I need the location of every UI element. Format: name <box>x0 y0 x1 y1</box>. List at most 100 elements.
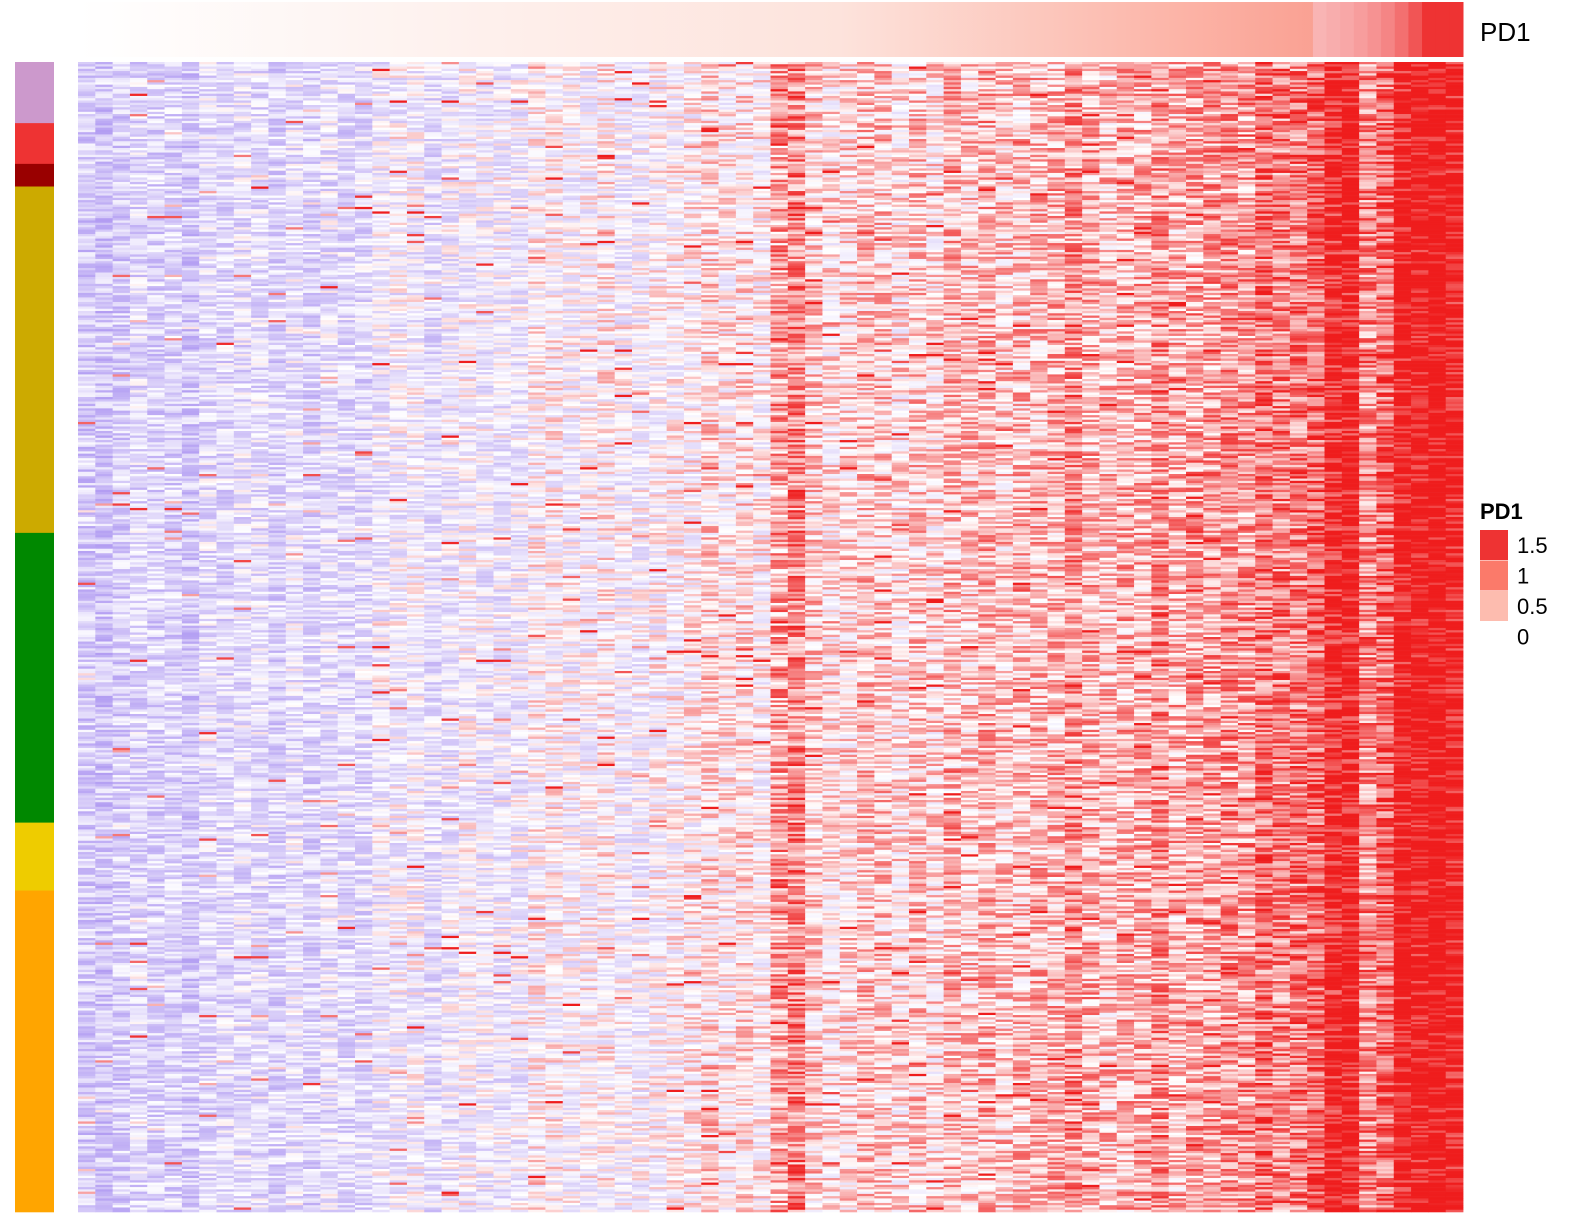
heatmap-cell <box>1394 62 1412 65</box>
heatmap-cell <box>632 114 650 117</box>
heatmap-cell <box>372 112 390 115</box>
heatmap-cell <box>1169 89 1187 92</box>
heatmap-cell <box>1376 128 1394 131</box>
heatmap-cell <box>1186 110 1204 113</box>
heatmap-cell <box>459 134 477 137</box>
heatmap-cell <box>355 67 373 70</box>
heatmap-cell <box>719 116 737 119</box>
heatmap-cell <box>303 146 321 149</box>
heatmap-cell <box>1325 100 1343 103</box>
heatmap-cell <box>857 123 875 126</box>
heatmap-cell <box>1203 130 1221 133</box>
heatmap-cell <box>753 125 771 128</box>
heatmap-cell <box>632 62 650 65</box>
heatmap-cell <box>303 87 321 90</box>
heatmap-cell <box>390 82 408 85</box>
heatmap-cell <box>182 62 200 65</box>
heatmap-cell <box>961 134 979 137</box>
heatmap-cell <box>1169 82 1187 85</box>
heatmap-cell <box>303 96 321 99</box>
heatmap-cell <box>597 71 615 74</box>
heatmap-cell <box>615 64 633 67</box>
heatmap-cell <box>701 96 719 99</box>
heatmap-cell <box>1290 96 1308 99</box>
heatmap-cell <box>545 130 563 133</box>
heatmap-cell <box>130 132 148 135</box>
heatmap-cell <box>1411 89 1429 92</box>
heatmap-cell <box>355 96 373 99</box>
heatmap-cell <box>961 128 979 131</box>
heatmap-cell <box>511 91 529 94</box>
heatmap-cell <box>996 62 1014 65</box>
heatmap-cell <box>130 146 148 149</box>
heatmap-cell <box>667 134 685 137</box>
heatmap-cell <box>1048 85 1066 88</box>
heatmap-cell <box>182 107 200 110</box>
heatmap-cell <box>1342 87 1360 90</box>
heatmap-cell <box>476 67 494 70</box>
heatmap-cell <box>78 94 96 97</box>
heatmap-cell <box>788 128 806 131</box>
heatmap-cell <box>95 139 113 142</box>
heatmap-cell <box>494 116 512 119</box>
heatmap-cell <box>701 132 719 135</box>
heatmap-cell <box>649 82 667 85</box>
heatmap-cell <box>805 139 823 142</box>
heatmap-cell <box>372 116 390 119</box>
heatmap-cell <box>1013 125 1031 128</box>
heatmap-cell <box>857 107 875 110</box>
heatmap-cell <box>130 94 148 97</box>
heatmap-cell <box>1134 67 1152 70</box>
heatmap-cell <box>234 62 252 65</box>
heatmap-cell <box>1376 105 1394 108</box>
heatmap-cell <box>1446 107 1464 110</box>
heatmap-cell <box>372 121 390 124</box>
heatmap-cell <box>684 105 702 108</box>
heatmap-cell <box>165 116 183 119</box>
heatmap-cell <box>1203 134 1221 137</box>
heatmap-cell <box>1151 134 1169 137</box>
heatmap-cell <box>978 144 996 147</box>
heatmap-cell <box>320 96 338 99</box>
heatmap-cell <box>1117 73 1135 76</box>
heatmap-cell <box>1134 114 1152 117</box>
heatmap-cell <box>372 78 390 81</box>
heatmap-cell <box>303 139 321 142</box>
heatmap-cell <box>978 139 996 142</box>
heatmap-cell <box>597 67 615 70</box>
heatmap-cell <box>199 73 217 76</box>
heatmap-cell <box>147 98 165 101</box>
heatmap-cell <box>563 98 581 101</box>
heatmap-cell <box>1428 76 1446 79</box>
heatmap-cell <box>1428 91 1446 94</box>
heatmap-cell <box>1428 78 1446 81</box>
heatmap-cell <box>199 114 217 117</box>
heatmap-cell <box>753 116 771 119</box>
heatmap-cell <box>320 137 338 140</box>
heatmap-cell <box>944 134 962 137</box>
heatmap-cell <box>961 146 979 149</box>
heatmap-cell <box>892 119 910 122</box>
heatmap-cell <box>1394 85 1412 88</box>
heatmap-cell <box>217 116 235 119</box>
heatmap-cell <box>1221 110 1239 113</box>
heatmap-cell <box>1134 141 1152 144</box>
heatmap-cell <box>840 89 858 92</box>
heatmap-cell <box>545 100 563 103</box>
heatmap-cell <box>649 139 667 142</box>
heatmap-cell <box>268 121 286 124</box>
heatmap-cell <box>390 114 408 117</box>
heatmap-cell <box>320 87 338 90</box>
heatmap-cell <box>1376 78 1394 81</box>
heatmap-cell <box>1273 82 1291 85</box>
heatmap-cell <box>113 64 131 67</box>
heatmap-cell <box>251 137 269 140</box>
heatmap-cell <box>459 125 477 128</box>
heatmap-cell <box>649 103 667 106</box>
heatmap-cell <box>217 125 235 128</box>
heatmap-cell <box>1186 132 1204 135</box>
heatmap-cell <box>1411 139 1429 142</box>
heatmap-cell <box>753 62 771 65</box>
heatmap-cell <box>1030 78 1048 81</box>
heatmap-cell <box>1065 139 1083 142</box>
